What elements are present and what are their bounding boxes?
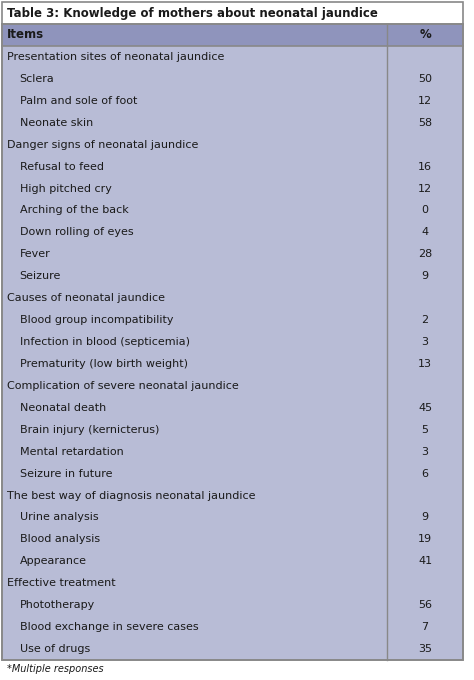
Text: 13: 13	[418, 359, 432, 369]
Bar	[2, 287, 463, 309]
Text: Neonatal death: Neonatal death	[19, 403, 106, 413]
Text: 35: 35	[418, 644, 432, 654]
Text: 50: 50	[418, 74, 432, 84]
Text: Urine analysis: Urine analysis	[19, 513, 98, 522]
Text: 58: 58	[418, 118, 432, 128]
Text: 3: 3	[421, 337, 428, 347]
Text: 9: 9	[421, 513, 428, 522]
Text: Blood group incompatibility: Blood group incompatibility	[19, 315, 173, 325]
Bar	[2, 528, 463, 550]
Bar	[2, 46, 463, 68]
Bar	[2, 594, 463, 616]
Bar	[2, 485, 463, 507]
Bar	[2, 222, 463, 243]
Text: Palm and sole of foot: Palm and sole of foot	[19, 96, 137, 106]
Text: Complication of severe neonatal jaundice: Complication of severe neonatal jaundice	[7, 381, 238, 391]
Text: Blood analysis: Blood analysis	[19, 534, 100, 545]
Bar	[2, 24, 463, 46]
Text: Use of drugs: Use of drugs	[19, 644, 90, 654]
Bar	[2, 309, 463, 331]
Text: 4: 4	[421, 227, 428, 237]
Text: The best way of diagnosis neonatal jaundice: The best way of diagnosis neonatal jaund…	[7, 490, 255, 500]
Text: Seizure: Seizure	[19, 271, 61, 282]
Text: Down rolling of eyes: Down rolling of eyes	[19, 227, 133, 237]
Bar	[2, 134, 463, 156]
Text: Prematurity (low birth weight): Prematurity (low birth weight)	[19, 359, 188, 369]
Bar	[2, 507, 463, 528]
Bar	[2, 441, 463, 462]
Bar	[2, 375, 463, 397]
Text: Causes of neonatal jaundice: Causes of neonatal jaundice	[7, 293, 165, 303]
Bar	[2, 243, 463, 265]
Bar	[2, 550, 463, 573]
Text: Seizure in future: Seizure in future	[19, 469, 112, 479]
Text: *Multiple responses: *Multiple responses	[7, 664, 103, 674]
Text: Brain injury (kernicterus): Brain injury (kernicterus)	[19, 425, 159, 435]
Text: 19: 19	[418, 534, 432, 545]
Bar	[2, 573, 463, 594]
Text: Fever: Fever	[19, 250, 50, 259]
Text: Refusal to feed: Refusal to feed	[19, 162, 104, 171]
Text: 12: 12	[418, 184, 432, 194]
Text: High pitched cry: High pitched cry	[19, 184, 111, 194]
Bar	[2, 462, 463, 485]
Text: 6: 6	[421, 469, 428, 479]
Text: %: %	[419, 29, 431, 41]
Text: Sclera: Sclera	[19, 74, 55, 84]
Bar	[2, 331, 463, 353]
Bar	[2, 112, 463, 134]
Text: 0: 0	[421, 205, 428, 216]
Bar	[2, 156, 463, 177]
Text: 41: 41	[418, 556, 432, 566]
Text: 3: 3	[421, 447, 428, 457]
Text: Arching of the back: Arching of the back	[19, 205, 128, 216]
Text: Effective treatment: Effective treatment	[7, 578, 116, 588]
Bar	[2, 265, 463, 287]
Bar	[2, 616, 463, 638]
Text: Neonate skin: Neonate skin	[19, 118, 93, 128]
Text: Table 3: Knowledge of mothers about neonatal jaundice: Table 3: Knowledge of mothers about neon…	[7, 7, 378, 20]
Text: 2: 2	[421, 315, 428, 325]
Text: Presentation sites of neonatal jaundice: Presentation sites of neonatal jaundice	[7, 52, 224, 62]
Text: Items: Items	[7, 29, 44, 41]
Bar	[2, 2, 463, 24]
Text: Danger signs of neonatal jaundice: Danger signs of neonatal jaundice	[7, 139, 198, 150]
Bar	[2, 68, 463, 90]
Bar	[2, 90, 463, 112]
Bar	[2, 199, 463, 222]
Text: 12: 12	[418, 96, 432, 106]
Text: 7: 7	[421, 622, 428, 632]
Text: 5: 5	[421, 425, 428, 435]
Bar	[2, 353, 463, 375]
Text: 28: 28	[418, 250, 432, 259]
Text: 56: 56	[418, 600, 432, 610]
Bar	[2, 397, 463, 419]
Text: Phototherapy: Phototherapy	[19, 600, 95, 610]
Bar	[2, 638, 463, 660]
Text: Appearance: Appearance	[19, 556, 87, 566]
Text: 45: 45	[418, 403, 432, 413]
Bar	[2, 177, 463, 199]
Text: 9: 9	[421, 271, 428, 282]
Text: Infection in blood (septicemia): Infection in blood (septicemia)	[19, 337, 190, 347]
Bar	[2, 419, 463, 441]
Text: 16: 16	[418, 162, 432, 171]
Text: Mental retardation: Mental retardation	[19, 447, 123, 457]
Text: Blood exchange in severe cases: Blood exchange in severe cases	[19, 622, 198, 632]
